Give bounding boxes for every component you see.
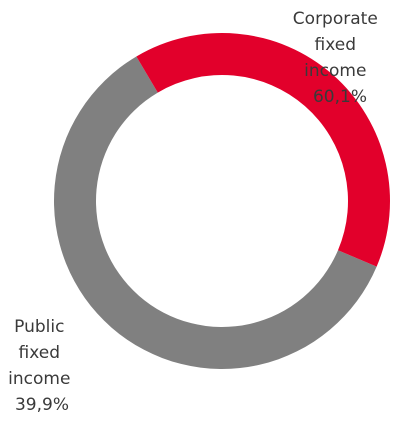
public-fixed-income-label: Public fixed income 39,9% bbox=[8, 317, 76, 415]
corporate-fixed-income-label: Corporate fixed income 60,1% bbox=[293, 9, 383, 107]
donut-slices bbox=[53, 33, 390, 370]
donut-slice-1 bbox=[136, 33, 390, 267]
